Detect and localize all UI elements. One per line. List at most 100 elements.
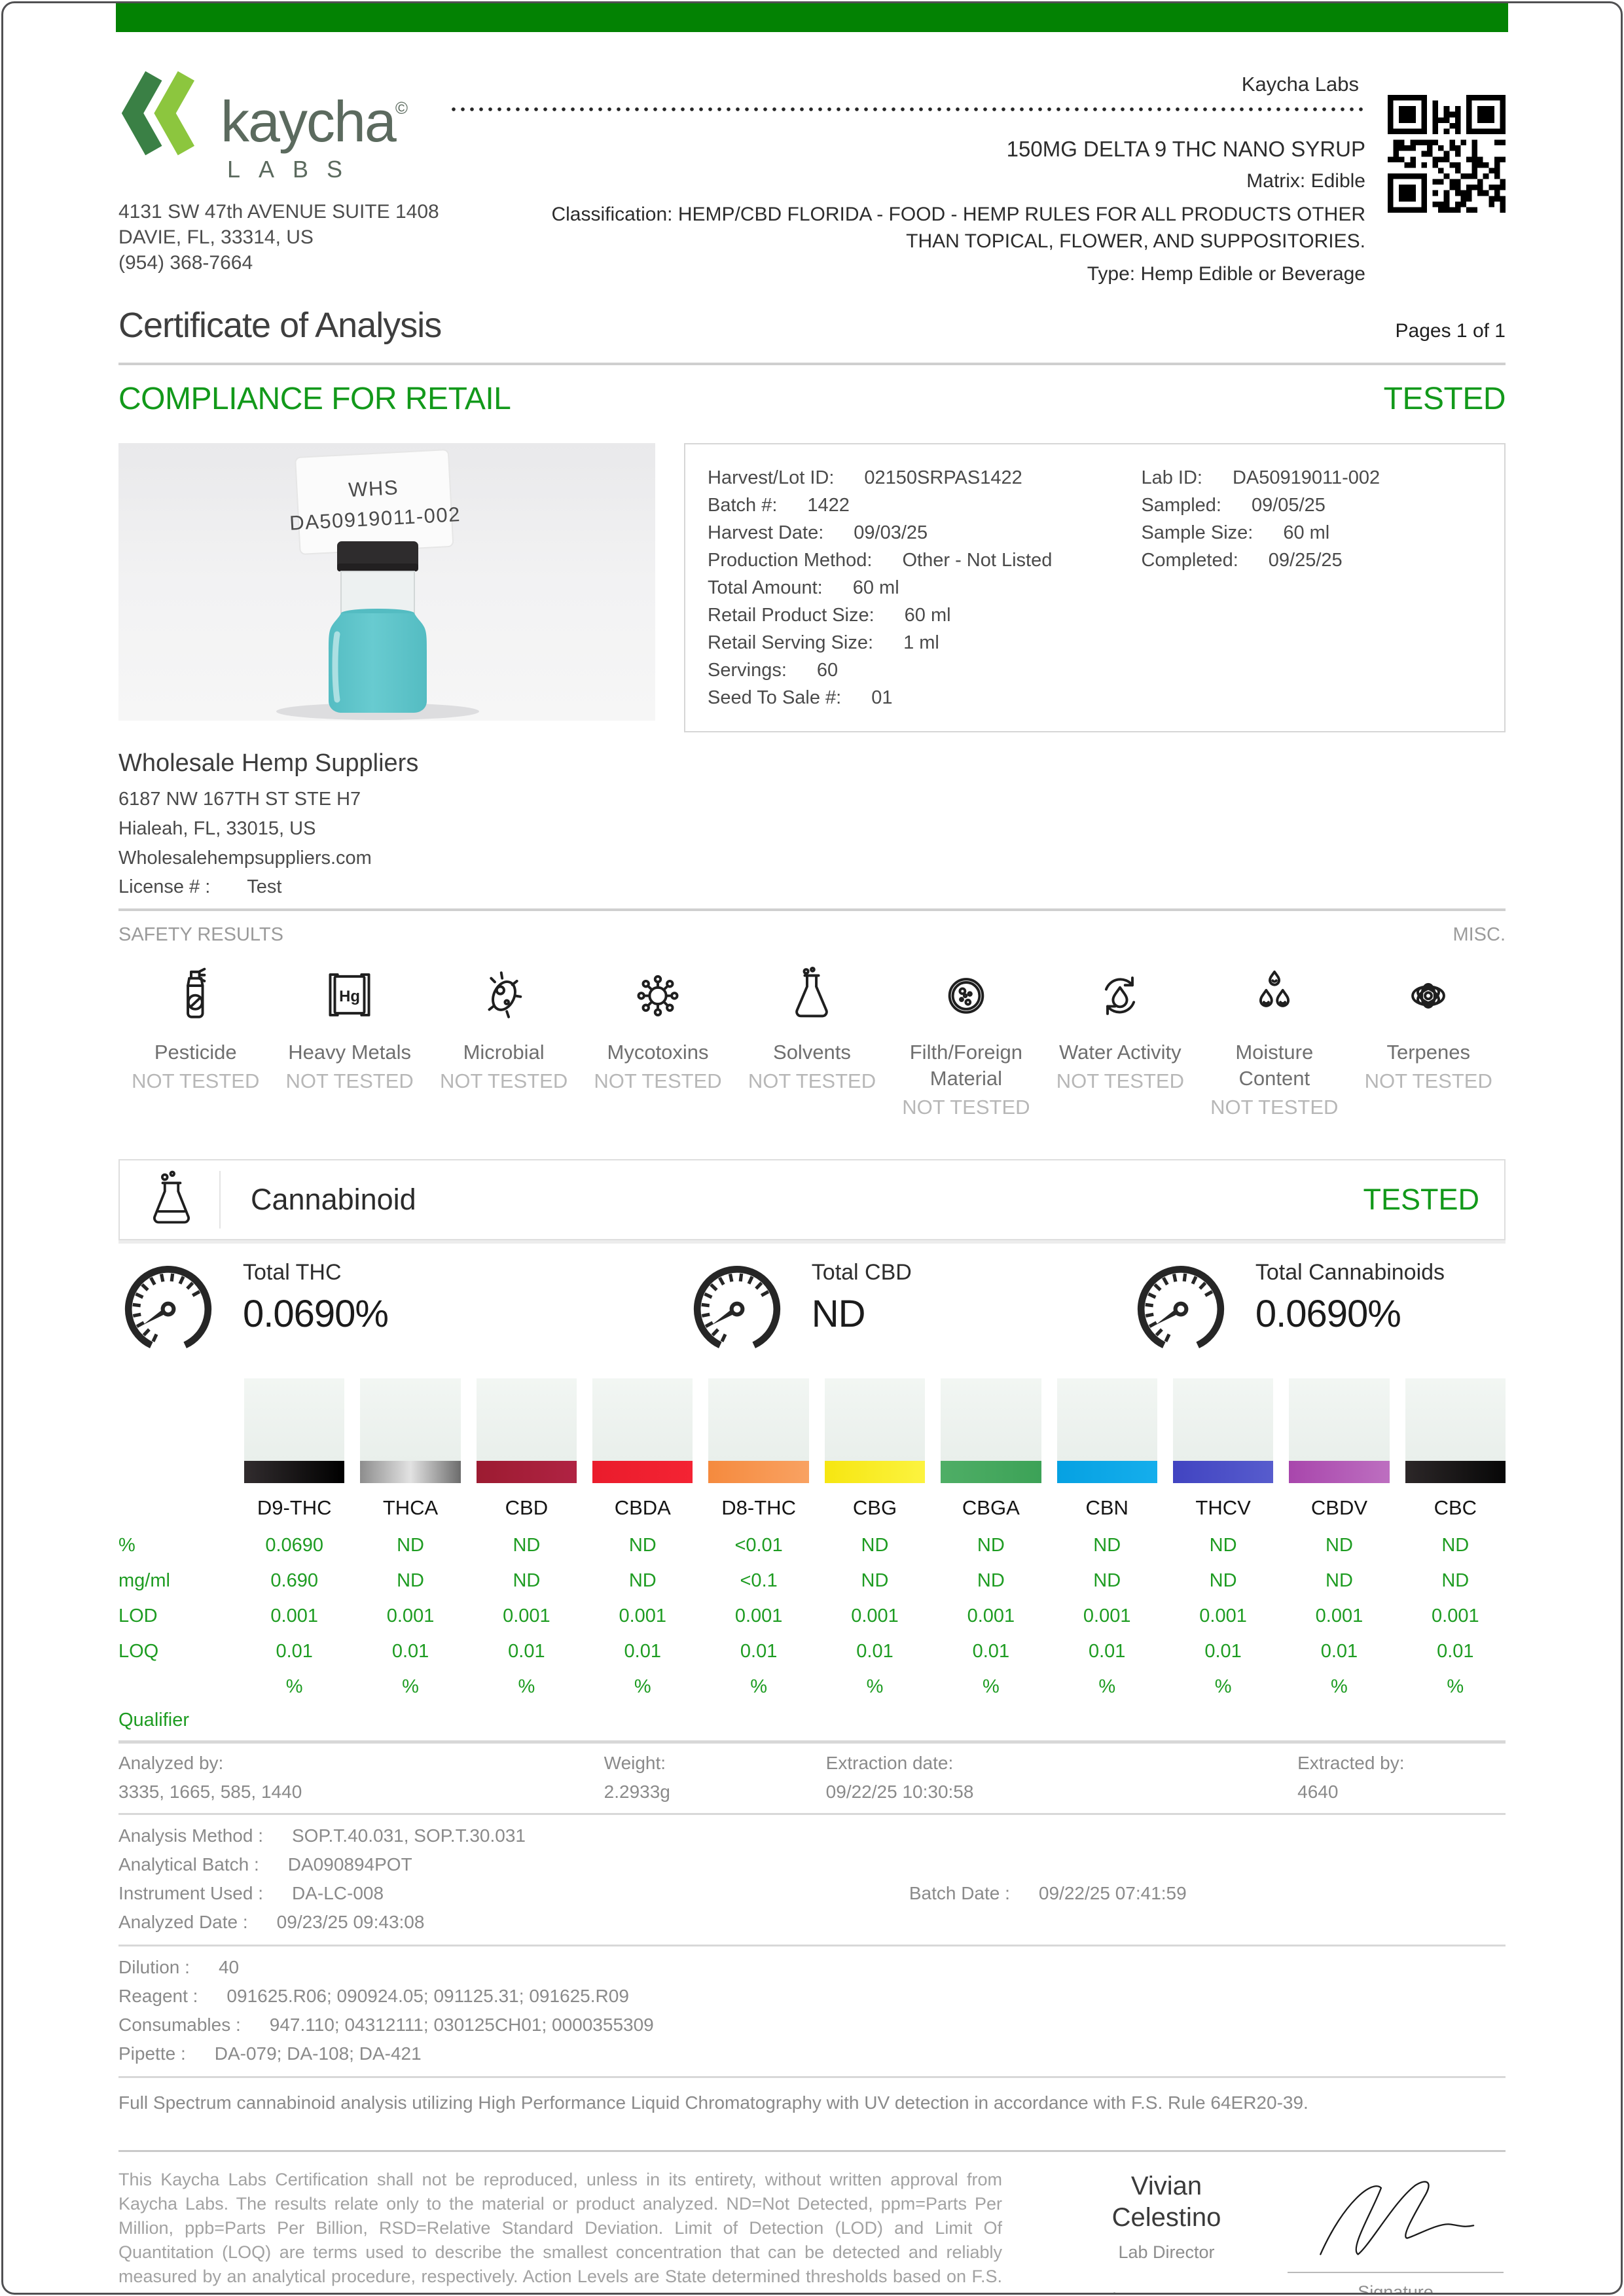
row-label: % bbox=[118, 1534, 135, 1556]
signature-block: Signature 09/25/25 bbox=[1288, 2168, 1504, 2295]
meta-label: Consumables : bbox=[118, 2015, 241, 2035]
bar-column bbox=[1172, 1378, 1274, 1483]
analyte-name: THCA bbox=[382, 1496, 439, 1519]
signature-label: Signature bbox=[1358, 2282, 1434, 2295]
field-label: Seed To Sale #: bbox=[708, 687, 842, 708]
compliance-heading: COMPLIANCE FOR RETAIL bbox=[118, 382, 511, 416]
sample-field: Batch #: 1422 bbox=[708, 492, 1141, 519]
signature-line bbox=[1288, 2272, 1504, 2273]
grid-spacer bbox=[118, 1378, 228, 1483]
bar-band bbox=[1289, 1461, 1390, 1483]
svg-text:Hg: Hg bbox=[339, 988, 360, 1005]
analyte-name: CBD bbox=[505, 1496, 549, 1519]
safety-label: Filth/Foreign Material bbox=[909, 1041, 1023, 1090]
table-cell: ND bbox=[1326, 1570, 1353, 1591]
meta-row: Analyzed Date : 09/23/25 09:43:08 bbox=[118, 1908, 1506, 1937]
qr-code-icon bbox=[1388, 95, 1506, 213]
bottle-highlight bbox=[332, 631, 340, 703]
gauge-label: Total Cannabinoids bbox=[1255, 1260, 1445, 1285]
license-label: License # : bbox=[118, 876, 211, 897]
safety-status: NOT TESTED bbox=[902, 1096, 1030, 1119]
safety-item-terpenes: Terpenes NOT TESTED bbox=[1352, 965, 1506, 1121]
table-cell: % bbox=[402, 1676, 419, 1697]
bar-column bbox=[360, 1378, 461, 1483]
meta-value: 09/22/25 07:41:59 bbox=[1038, 1883, 1187, 1903]
sample-section: WHS DA50919011-002 Harvest/Lot ID: 02150S… bbox=[118, 443, 1506, 732]
table-cell: % bbox=[1447, 1676, 1464, 1697]
meta-label: Analyzed Date : bbox=[118, 1912, 248, 1932]
divider bbox=[118, 1740, 1506, 1744]
table-cell: 0.001 bbox=[1315, 1605, 1363, 1626]
gauge-value: 0.0690% bbox=[243, 1293, 389, 1335]
weight-label: Weight: bbox=[604, 1753, 666, 1773]
field-value: 60 ml bbox=[852, 577, 899, 598]
bar-band bbox=[1405, 1461, 1506, 1483]
product-matrix: Matrix: Edible bbox=[1246, 170, 1365, 192]
field-value: Other - Not Listed bbox=[902, 550, 1053, 571]
document-content: kaycha© LABS 4131 SW 47th AVENUE SUITE 1… bbox=[3, 67, 1621, 2295]
analyte-name: D8-THC bbox=[721, 1496, 796, 1519]
analysis-summary-row: Analyzed by: 3335, 1665, 585, 1440 Weigh… bbox=[118, 1744, 1506, 1813]
copyright-mark: © bbox=[395, 98, 408, 118]
table-cell: 0.01 bbox=[740, 1640, 778, 1662]
divider bbox=[118, 1813, 1506, 1815]
table-cell: 0.01 bbox=[1088, 1640, 1126, 1662]
safety-status: NOT TESTED bbox=[132, 1069, 260, 1092]
bar-column bbox=[824, 1378, 926, 1483]
meta-value: 947.110; 04312111; 030125CH01; 000035530… bbox=[269, 2015, 654, 2035]
safety-items-row: Pesticide NOT TESTED Hg Heavy Metals NOT TES… bbox=[118, 965, 1506, 1121]
terpenes-icon bbox=[1399, 965, 1458, 1028]
bottle-cap-edge bbox=[337, 564, 418, 571]
table-cell: <0.01 bbox=[734, 1534, 783, 1556]
moisture-content-icon bbox=[1245, 965, 1304, 1028]
field-label: Retail Serving Size: bbox=[708, 632, 874, 653]
safety-results-heading: SAFETY RESULTS bbox=[118, 924, 283, 945]
method-note: Full Spectrum cannabinoid analysis utili… bbox=[118, 2092, 1308, 2113]
meta-row: Pipette : DA-079; DA-108; DA-421 bbox=[118, 2039, 1506, 2068]
field-value: DA50919011-002 bbox=[1232, 467, 1380, 488]
table-cell: % bbox=[982, 1676, 1000, 1697]
sample-field: Servings: 60 bbox=[708, 656, 1141, 684]
bar-band bbox=[1056, 1461, 1157, 1483]
table-cell: % bbox=[634, 1676, 651, 1697]
gauge-icon bbox=[687, 1257, 787, 1360]
meta-label: Dilution : bbox=[118, 1957, 190, 1977]
product-photo: WHS DA50919011-002 bbox=[118, 443, 655, 721]
bar-column bbox=[1056, 1378, 1157, 1483]
divider bbox=[118, 363, 1506, 365]
table-cell: ND bbox=[628, 1534, 657, 1556]
safety-status: NOT TESTED bbox=[285, 1069, 414, 1092]
gauge-icon bbox=[1131, 1257, 1231, 1360]
table-cell: % bbox=[518, 1676, 535, 1697]
safety-status: NOT TESTED bbox=[1364, 1069, 1492, 1092]
divider bbox=[118, 2076, 1506, 2078]
safety-label: Mycotoxins bbox=[607, 1041, 709, 1064]
signer-block: Vivian Celestino Lab Director State Lice… bbox=[1045, 2168, 1288, 2293]
field-value: 60 bbox=[816, 660, 839, 681]
row-label: LOQ bbox=[118, 1640, 159, 1662]
field-label: Production Method: bbox=[708, 550, 873, 571]
field-label: Batch #: bbox=[708, 495, 778, 516]
safety-label: Terpenes bbox=[1386, 1041, 1470, 1064]
lab-address-line1: 4131 SW 47th AVENUE SUITE 1408 bbox=[118, 201, 439, 223]
signature-icon bbox=[1320, 2181, 1475, 2255]
batch-date: Batch Date : 09/22/25 07:41:59 bbox=[909, 1879, 1187, 1908]
bar-band bbox=[476, 1461, 577, 1483]
divider bbox=[118, 2150, 1506, 2152]
safety-item-heavy-metals: Hg Heavy Metals NOT TESTED bbox=[272, 965, 426, 1121]
prep-metadata: Dilution : 40 Reagent : 091625.R06; 090924.… bbox=[118, 1946, 1506, 2076]
bar-band bbox=[244, 1461, 345, 1483]
table-cell: ND bbox=[1441, 1570, 1470, 1591]
table-cell: % bbox=[1331, 1676, 1348, 1697]
field-value: 1 ml bbox=[903, 632, 939, 653]
extracted-by-cell: Extracted by: 4640 bbox=[1297, 1753, 1506, 1803]
weight-cell: Weight: 2.2933g bbox=[604, 1753, 826, 1803]
pesticide-icon bbox=[166, 965, 225, 1028]
meta-row: Reagent : 091625.R06; 090924.05; 091125.3… bbox=[118, 1982, 1506, 2011]
kaycha-wordmark: kaycha© LABS bbox=[221, 79, 408, 183]
gauge-label: Total THC bbox=[243, 1260, 342, 1285]
bar-background bbox=[708, 1378, 809, 1461]
kaycha-logo-mark-icon bbox=[121, 71, 195, 156]
sample-fields-left: Harvest/Lot ID: 02150SRPAS1422 Batch #: 142… bbox=[708, 464, 1141, 711]
